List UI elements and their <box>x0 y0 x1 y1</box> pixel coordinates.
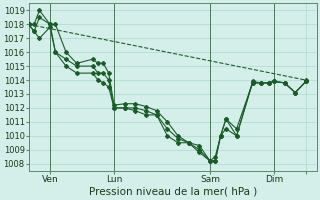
X-axis label: Pression niveau de la mer( hPa ): Pression niveau de la mer( hPa ) <box>89 187 257 197</box>
